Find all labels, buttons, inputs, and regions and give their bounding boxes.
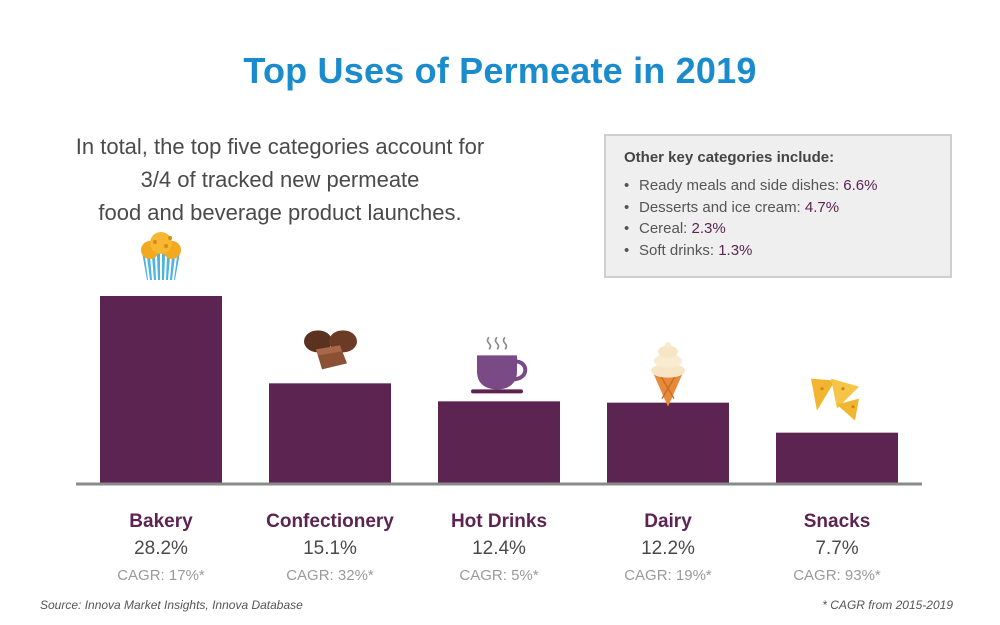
ice-cream-cone-icon — [651, 341, 685, 407]
category-label: Snacks — [804, 511, 871, 532]
item-value: 6.6% — [843, 177, 878, 194]
item-label: Soft drinks: — [639, 241, 719, 259]
other-categories-list: • Ready meals and side dishes: 6.6% • Dess… — [624, 175, 932, 261]
value-label: 15.1% — [303, 538, 357, 559]
coffee-cup-icon — [471, 336, 528, 394]
value-label: 12.4% — [472, 538, 526, 559]
item-label: Desserts and ice cream: — [639, 198, 805, 216]
intro-line: food and beverage product launches. — [98, 200, 462, 225]
category-label: Hot Drinks — [451, 511, 547, 532]
list-item: • Ready meals and side dishes: 6.6% — [624, 175, 932, 197]
bar-confectionery — [269, 383, 391, 484]
other-categories-heading: Other key categories include: — [624, 149, 835, 166]
item-value: 4.7% — [804, 198, 840, 216]
source-note: Source: Innova Market Insights, Innova D… — [40, 598, 303, 612]
cagr-label: CAGR: 32%* — [286, 567, 374, 584]
cagr-label: CAGR: 93%* — [793, 567, 881, 584]
list-item: • Desserts and ice cream: 4.7% — [624, 197, 932, 219]
category-label: Bakery — [129, 511, 193, 532]
item-value: 1.3% — [718, 241, 753, 259]
bullet-icon: • — [624, 220, 630, 237]
bullet-icon: • — [624, 198, 630, 216]
value-label: 12.2% — [641, 538, 695, 559]
intro-line: In total, the top five categories accoun… — [75, 134, 485, 159]
cagr-footnote: * CAGR from 2015-2019 — [822, 598, 953, 612]
labels-group: Bakery 28.2% CAGR: 17%* Confectionery 15.1% C… — [117, 511, 881, 584]
icons-group — [141, 232, 859, 421]
bar-bakery — [100, 296, 222, 484]
intro-text: In total, the top five categories accoun… — [30, 130, 530, 229]
page-title: Top Uses of Permeate in 2019 — [243, 50, 757, 91]
category-label: Dairy — [644, 511, 692, 532]
list-item: • Cereal: 2.3% — [624, 218, 932, 240]
nacho-chips-icon — [811, 378, 859, 421]
intro-line: 3/4 of tracked new permeate — [140, 167, 420, 192]
category-label: Confectionery — [266, 511, 394, 532]
cupcake-icon — [141, 232, 181, 281]
item-label: Cereal: — [639, 220, 692, 237]
item-label: Ready meals and side dishes: — [639, 177, 844, 194]
list-item: • Soft drinks: 1.3% — [624, 240, 932, 262]
bullet-icon: • — [624, 241, 630, 259]
value-label: 28.2% — [134, 538, 188, 559]
bar-dairy — [607, 402, 729, 484]
value-label: 7.7% — [815, 538, 858, 559]
bar-snacks — [776, 432, 898, 484]
other-categories-box: Other key categories include: • Ready mea… — [604, 134, 952, 278]
item-value: 2.3% — [691, 220, 726, 237]
bars-group — [100, 296, 898, 484]
cagr-label: CAGR: 19%* — [624, 567, 712, 584]
cagr-label: CAGR: 5%* — [459, 567, 538, 584]
bar-hot-drinks — [438, 401, 560, 484]
cagr-label: CAGR: 17%* — [117, 567, 205, 584]
chocolate-icon — [304, 330, 357, 370]
bullet-icon: • — [624, 177, 630, 194]
